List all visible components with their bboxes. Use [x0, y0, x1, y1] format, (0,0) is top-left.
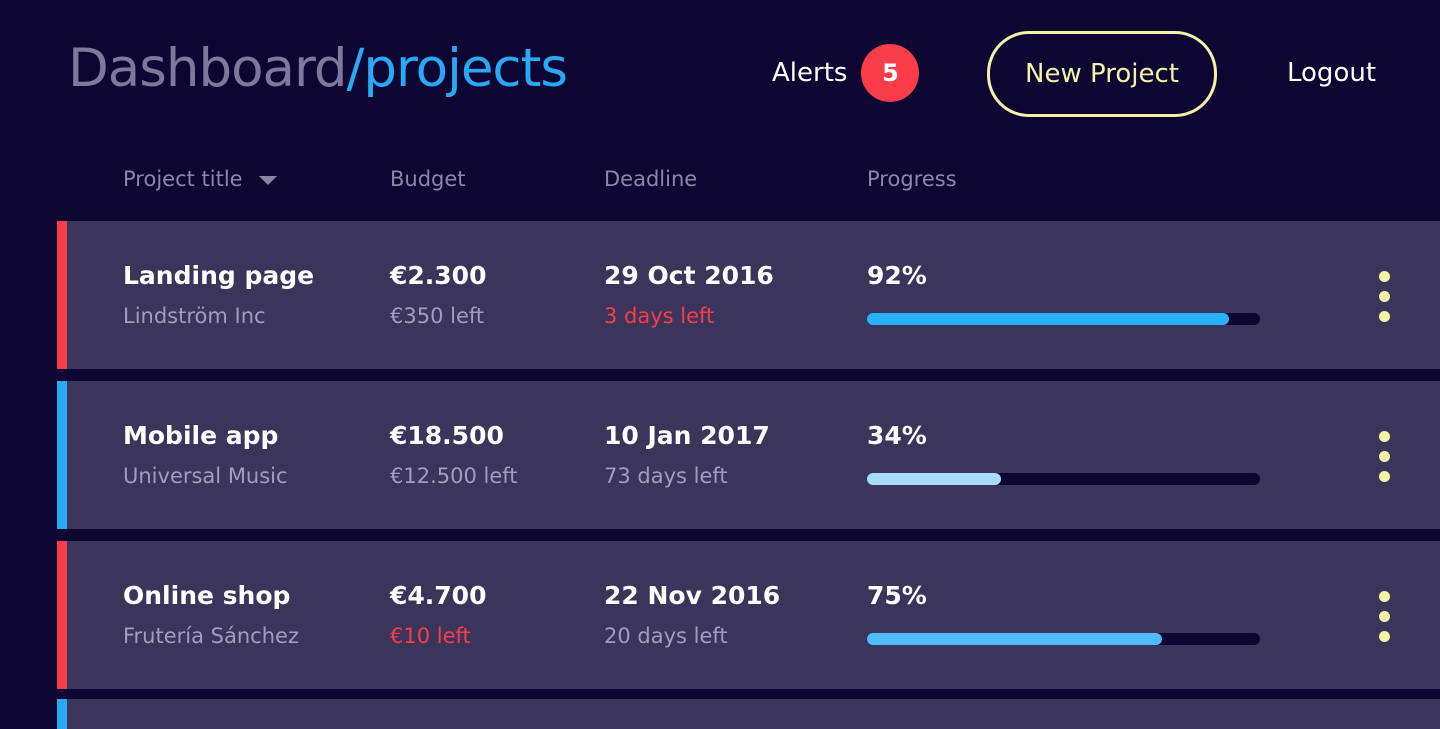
project-client: Frutería Sánchez: [123, 624, 299, 648]
menu-dot: [1378, 451, 1390, 462]
budget-remaining: €350 left: [390, 304, 485, 328]
progress-bar-fill: [867, 313, 1229, 325]
progress-bar-fill: [867, 473, 1001, 485]
column-header-budget[interactable]: Budget: [390, 167, 466, 191]
project-title[interactable]: Landing page: [123, 261, 315, 290]
status-accent-bar: [57, 381, 67, 529]
alerts-count-badge: 5: [861, 44, 920, 102]
project-budget: €18.500: [390, 421, 504, 450]
table-row[interactable]: Landing page Lindström Inc €2.300 €350 left…: [57, 221, 1440, 369]
project-deadline: 10 Jan 2017: [604, 421, 770, 450]
budget-remaining: €10 left: [390, 624, 471, 648]
status-accent-bar: [57, 541, 67, 689]
table-row[interactable]: Mobile app Universal Music €18.500 €12.500 …: [57, 381, 1440, 529]
project-budget: €4.700: [390, 581, 487, 610]
table-row-partial[interactable]: [57, 699, 1440, 729]
progress-percent: 92%: [867, 261, 927, 290]
table-row[interactable]: Online shop Frutería Sánchez €4.700 €10 lef…: [57, 541, 1440, 689]
days-remaining: 73 days left: [604, 464, 728, 488]
menu-dot: [1378, 631, 1390, 642]
page-title: Dashboard/projects: [68, 34, 568, 104]
menu-dot: [1378, 431, 1390, 442]
progress-bar-fill: [867, 633, 1162, 645]
logout-link[interactable]: Logout: [1287, 58, 1377, 88]
progress-bar: [867, 633, 1260, 645]
progress-percent: 75%: [867, 581, 927, 610]
column-header-progress[interactable]: Progress: [867, 167, 957, 191]
days-remaining: 20 days left: [604, 624, 728, 648]
header: Dashboard/projects Alerts 5 New Project …: [0, 0, 1440, 140]
menu-dot: [1378, 591, 1390, 602]
menu-dot: [1378, 611, 1390, 622]
progress-bar: [867, 313, 1260, 325]
more-options-icon[interactable]: [1371, 271, 1397, 325]
days-remaining: 3 days left: [604, 304, 715, 328]
title-suffix: /projects: [346, 38, 568, 99]
progress-percent: 34%: [867, 421, 927, 450]
menu-dot: [1378, 271, 1390, 282]
sort-caret-down-icon[interactable]: [258, 175, 277, 185]
more-options-icon[interactable]: [1371, 591, 1397, 645]
status-accent-bar: [57, 699, 67, 729]
column-header-deadline[interactable]: Deadline: [604, 167, 698, 191]
project-deadline: 29 Oct 2016: [604, 261, 774, 290]
menu-dot: [1378, 291, 1390, 302]
project-client: Universal Music: [123, 464, 288, 488]
project-budget: €2.300: [390, 261, 487, 290]
menu-dot: [1378, 311, 1390, 322]
project-deadline: 22 Nov 2016: [604, 581, 781, 610]
project-client: Lindström Inc: [123, 304, 266, 328]
project-title[interactable]: Online shop: [123, 581, 291, 610]
budget-remaining: €12.500 left: [390, 464, 518, 488]
column-header-title[interactable]: Project title: [123, 164, 277, 194]
menu-dot: [1378, 471, 1390, 482]
project-title[interactable]: Mobile app: [123, 421, 279, 450]
status-accent-bar: [57, 221, 67, 369]
more-options-icon[interactable]: [1371, 431, 1397, 485]
column-header-title-label: Project title: [123, 167, 243, 191]
new-project-button[interactable]: New Project: [987, 31, 1217, 117]
title-prefix: Dashboard: [68, 38, 348, 99]
alerts-button[interactable]: Alerts 5: [772, 44, 920, 102]
progress-bar: [867, 473, 1260, 485]
alerts-label: Alerts: [772, 58, 848, 88]
